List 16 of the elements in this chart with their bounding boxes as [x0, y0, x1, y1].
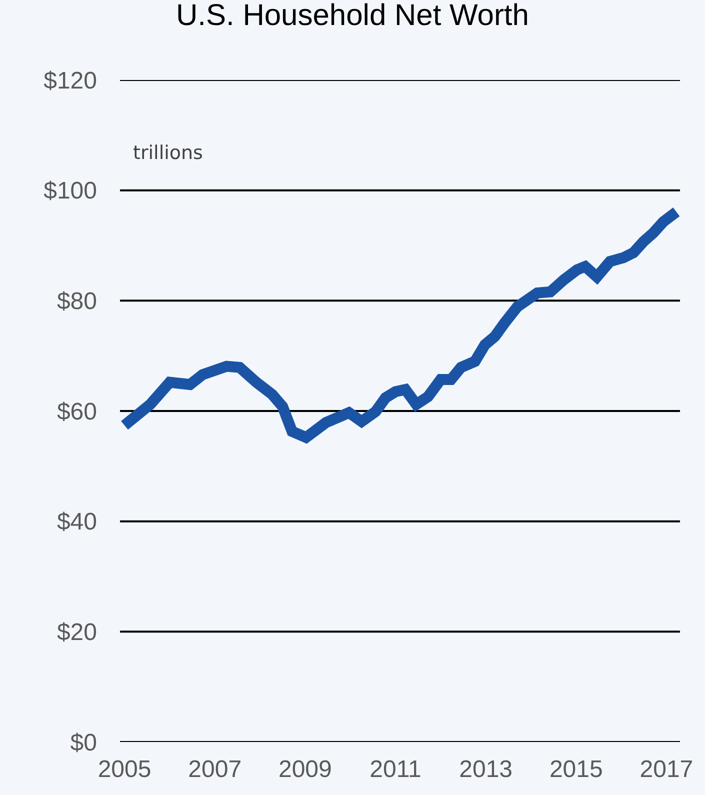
y-tick-label: $100 — [44, 178, 97, 205]
y-tick-label: $20 — [56, 619, 97, 646]
y-tick-label: $120 — [44, 67, 97, 94]
x-tick-label: 2005 — [98, 756, 152, 783]
chart-title: U.S. Household Net Worth — [176, 0, 529, 32]
x-tick-label: 2015 — [549, 756, 603, 783]
x-tick-label: 2011 — [370, 756, 422, 783]
y-tick-label: $60 — [56, 398, 97, 426]
annotation: trillions — [133, 142, 203, 164]
x-tick-label: 2013 — [459, 756, 513, 783]
x-tick-label: 2007 — [188, 756, 242, 783]
y-tick-label: $80 — [56, 288, 97, 316]
x-tick-label: 2009 — [278, 756, 332, 783]
y-tick-label: $0 — [70, 729, 97, 756]
x-tick-label: 2017 — [640, 756, 694, 783]
y-tick-label: $40 — [56, 508, 97, 536]
